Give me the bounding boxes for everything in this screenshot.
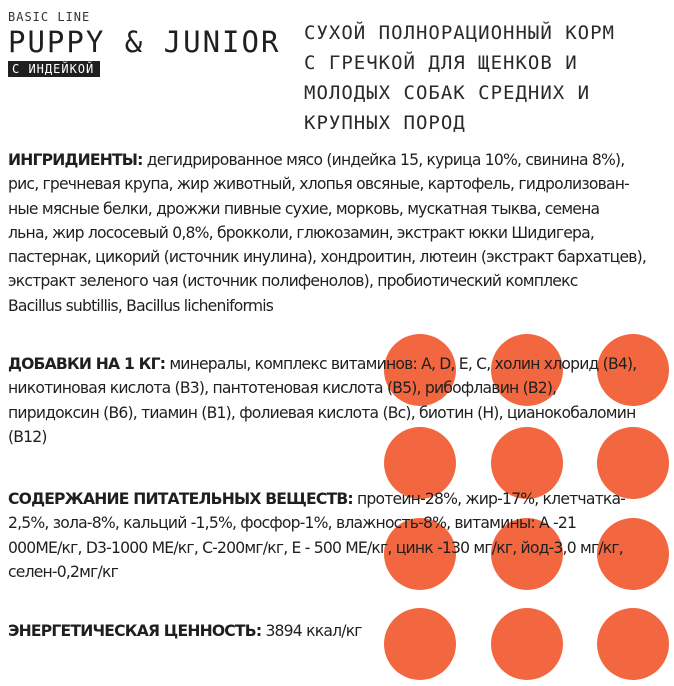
dot [491,608,563,680]
ingredients-section: ИНГРИДИЕНТЫ: дегидрированное мясо (индей… [8,148,666,318]
product-name: PUPPY & JUNIOR [8,25,281,59]
description-line: МОЛОДЫХ СОБАК СРЕДНИХ И [304,82,591,104]
description-line: СУХОЙ ПОЛНОРАЦИОННЫЙ КОРМ [304,22,615,44]
dot [491,427,563,499]
dot [597,334,669,406]
additives-line: никотиновая кислота (B3), пантотеновая к… [8,379,557,398]
dot [384,608,456,680]
dot [597,427,669,499]
additives-line: (B12) [8,427,48,446]
ingredients-line: экстракт зеленого чая (источник полифено… [8,272,578,291]
brand-block: BASIC LINE PUPPY & JUNIOR С ИНДЕЙКОЙ [8,10,280,77]
nutrients-line: 2,5%, зола-8%, кальций -1,5%, фосфор-1%,… [8,514,577,533]
additives-heading: ДОБАВКИ НА 1 КГ: [8,355,166,373]
nutrients-line: СОДЕРЖАНИЕ ПИТАТЕЛЬНЫХ ВЕЩЕСТВ: протеин-… [8,487,666,511]
ingredients-line: пастернак, цикорий (источник инулина), х… [8,248,647,267]
dot [384,334,456,406]
flavor-badge: С ИНДЕЙКОЙ [8,61,101,77]
additives-line: ДОБАВКИ НА 1 КГ: минералы, комплекс вита… [8,352,666,376]
dot [597,608,669,680]
additives-line: пиридоксин (B6), тиамин (B1), фолиевая к… [8,403,636,422]
description-line: С ГРЕЧКОЙ ДЛЯ ЩЕНКОВ И [304,52,578,74]
energy-line: ЭНЕРГЕТИЧЕСКАЯ ЦЕННОСТЬ: 3894 ккал/кг [8,619,666,643]
additives-text: минералы, комплекс витаминов: A, D, E, C… [165,355,637,373]
dot [384,518,456,590]
ingredients-text: дегидрированное мясо (индейка 15, курица… [142,151,626,169]
ingredients-line: льна, жир лососевый 0,8%, брокколи, глюк… [8,223,595,242]
energy-heading: ЭНЕРГЕТИЧЕСКАЯ ЦЕННОСТЬ: [8,622,262,640]
ingredients-line: ИНГРИДИЕНТЫ: дегидрированное мясо (индей… [8,148,666,172]
product-line-label: BASIC LINE [8,10,91,24]
ingredients-line: ные мясные белки, дрожжи пивные сухие, м… [8,199,600,218]
energy-section: ЭНЕРГЕТИЧЕСКАЯ ЦЕННОСТЬ: 3894 ккал/кг [8,619,666,643]
nutrients-line: селен-0,2мг/кг [8,562,119,581]
dot [384,427,456,499]
ingredients-line: рис, гречневая крупа, жир животный, хлоп… [8,175,630,194]
nutrients-section: СОДЕРЖАНИЕ ПИТАТЕЛЬНЫХ ВЕЩЕСТВ: протеин-… [8,487,666,584]
ingredients-line: Bacillus subtillis, Bacillus licheniform… [8,296,274,315]
nutrients-line: 000МЕ/кг, D3-1000 МЕ/кг, С-200мг/кг, Е -… [8,538,624,557]
description-line: КРУПНЫХ ПОРОД [304,112,466,134]
energy-value: 3894 ккал/кг [261,622,362,640]
dot [491,334,563,406]
nutrients-heading: СОДЕРЖАНИЕ ПИТАТЕЛЬНЫХ ВЕЩЕСТВ: [8,490,354,508]
dot [597,518,669,590]
dot [491,518,563,590]
product-description: СУХОЙ ПОЛНОРАЦИОННЫЙ КОРМ С ГРЕЧКОЙ ДЛЯ … [304,18,670,138]
ingredients-heading: ИНГРИДИЕНТЫ: [8,151,143,169]
additives-section: ДОБАВКИ НА 1 КГ: минералы, комплекс вита… [8,352,666,449]
nutrients-text: протеин-28%, жир-17%, клетчатка- [352,490,626,508]
